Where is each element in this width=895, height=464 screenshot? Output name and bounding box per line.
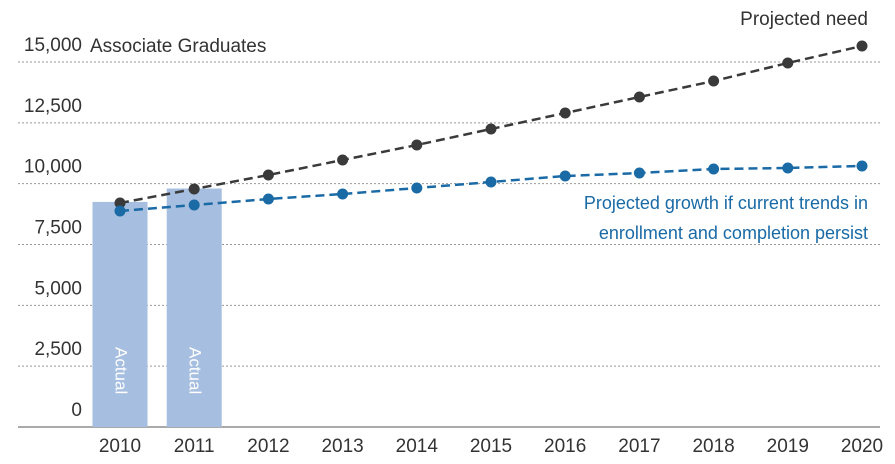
point xyxy=(856,160,868,172)
y-tick-label: 7,500 xyxy=(34,218,82,239)
point xyxy=(559,170,571,182)
x-tick-label: 2016 xyxy=(544,436,586,457)
y-tick-label: 10,000 xyxy=(24,157,82,178)
point xyxy=(337,154,349,166)
x-tick-label: 2017 xyxy=(618,436,660,457)
x-tick-label: 2015 xyxy=(470,436,512,457)
y-tick-label: 2,500 xyxy=(34,339,82,360)
point xyxy=(633,167,645,179)
x-tick-label: 2019 xyxy=(767,436,809,457)
point xyxy=(559,107,571,119)
series-label: Projected need xyxy=(740,9,868,30)
x-tick-label: 2011 xyxy=(174,436,215,457)
point xyxy=(262,193,274,205)
point xyxy=(708,163,720,175)
x-tick-label: 2020 xyxy=(841,436,883,457)
point xyxy=(411,182,423,194)
point xyxy=(633,91,645,103)
point xyxy=(188,183,200,195)
x-tick-label: 2010 xyxy=(99,436,141,457)
y-axis-label: Associate Graduates xyxy=(90,36,266,57)
point xyxy=(262,169,274,181)
point xyxy=(337,188,349,200)
x-tick-label: 2013 xyxy=(321,436,363,457)
point xyxy=(188,199,200,211)
point xyxy=(708,75,720,87)
point xyxy=(114,197,126,209)
point xyxy=(114,205,126,217)
bar xyxy=(166,188,222,427)
point xyxy=(856,40,868,52)
y-tick-label: 0 xyxy=(71,400,82,421)
y-tick-label: 5,000 xyxy=(34,278,82,299)
bar xyxy=(92,201,148,427)
point xyxy=(782,57,794,69)
point xyxy=(782,162,794,174)
point xyxy=(485,123,497,135)
bar-label: Actual xyxy=(186,347,205,394)
y-tick-label: 12,500 xyxy=(24,96,82,117)
point xyxy=(485,176,497,188)
point xyxy=(411,139,423,151)
series-label: Projected growth if current trends in en… xyxy=(583,193,868,243)
bar-label: Actual xyxy=(112,347,131,394)
y-tick-label: 15,000 xyxy=(24,35,82,56)
x-tick-label: 2014 xyxy=(396,436,439,457)
x-tick-label: 2012 xyxy=(247,436,289,457)
x-tick-label: 2018 xyxy=(692,436,734,457)
